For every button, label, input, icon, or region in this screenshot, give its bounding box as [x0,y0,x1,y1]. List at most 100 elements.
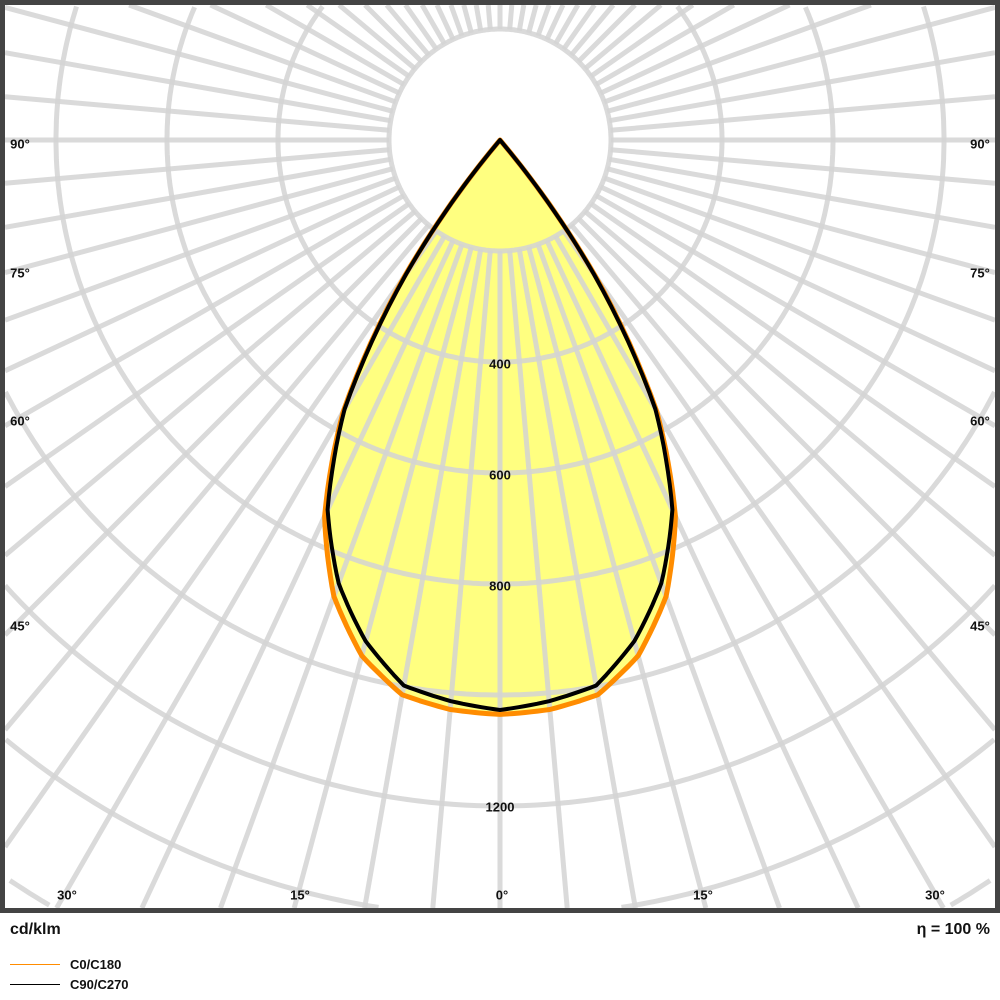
angle-label: 60° [10,413,30,429]
angle-grid-line [291,246,474,909]
angle-grid-line [569,3,616,57]
angle-label: 75° [970,265,990,281]
angle-grid-line [4,4,394,114]
angle-grid-line [54,234,447,910]
angle-grid-line [448,4,465,37]
angle-grid-line [4,147,390,186]
angle-label: 60° [970,413,990,429]
angle-grid-line [337,3,417,71]
radial-grid-ring [53,5,947,587]
angle-grid-line [3,216,424,637]
radial-grid-ring [4,737,996,910]
angle-label: 90° [970,136,990,152]
unit-label: cd/klm [10,921,61,938]
angle-grid-line [4,50,392,124]
angle-grid-line [128,2,397,105]
angle-grid-line [583,3,663,71]
angle-label: 30° [925,887,945,903]
angle-grid-line [583,209,997,558]
angle-grid-line [384,3,431,57]
angle-grid-line [434,3,456,41]
angle-grid-line [569,223,997,732]
angle-grid-line [3,193,406,428]
radial-tick-label: 1200 [485,799,515,815]
angle-grid-line [305,2,411,79]
angle-grid-line [610,94,996,133]
angle-label: 15° [693,887,713,903]
chart-frame [0,0,1000,913]
angle-grid-line [139,239,456,910]
angle-grid-line [589,201,997,489]
legend-item-c0: C0/C180 [10,957,121,972]
angle-label: 30° [57,887,77,903]
legend-label: C0/C180 [70,957,122,972]
angle-grid-line [507,4,515,30]
angle-grid-line [4,156,392,230]
angle-grid-line [603,175,996,323]
legend-item-c90: C90/C270 [10,977,129,992]
angle-grid-line [4,166,394,276]
angle-grid-line [264,2,406,87]
angle-grid-line [561,229,998,849]
angle-grid-line [419,3,447,46]
angle-grid-line [606,166,996,276]
angle-label: 45° [970,618,990,634]
angle-grid-line [3,201,411,489]
angle-grid-line [553,3,581,46]
angle-grid-line [599,184,997,374]
angle-grid-line [589,2,695,79]
angle-grid-line [561,3,597,51]
angle-grid-line [576,216,997,637]
angle-grid-line [430,250,493,909]
angle-grid-line [3,223,431,732]
angle-label: 0° [495,887,509,903]
efficiency-label: η = 100 % [916,921,990,938]
angle-grid-line [3,184,401,374]
angle-grid-line [403,3,439,51]
radial-tick-label: 400 [489,356,511,372]
angle-grid-line [4,94,390,133]
series-curve-c90-c270 [325,138,675,712]
angle-grid-line [526,246,709,909]
angle-grid-line [473,4,484,32]
angle-grid-line [516,4,527,32]
angle-grid-line [599,2,791,96]
angle-grid-line [3,209,417,558]
angle-grid-line [544,3,566,41]
legend-swatch [10,984,60,985]
angle-grid-line [606,4,996,114]
angle-grid-line [594,193,997,428]
angle-grid-line [218,243,465,909]
angle-label: 15° [290,887,310,903]
angle-label: 90° [10,136,30,152]
angle-grid-line [362,248,484,909]
angle-grid-line [594,2,736,87]
angle-grid-line [603,2,872,105]
radial-grid-ring [275,4,725,365]
angle-grid-line [4,175,397,323]
angle-grid-line [553,234,946,910]
angle-grid-line [576,3,637,64]
angle-label: 75° [10,265,30,281]
radial-tick-label: 800 [489,578,511,594]
radial-grid-ring [3,390,997,698]
angle-grid-line [516,248,638,909]
legend-swatch [10,964,60,965]
legend-label: C90/C270 [70,977,129,992]
angle-grid-line [544,239,861,910]
angle-grid-line [526,4,539,34]
angle-label: 45° [10,618,30,634]
angle-grid-line [363,3,424,64]
angle-grid-line [461,4,474,34]
angle-grid-line [608,50,996,124]
angle-grid-line [2,229,439,849]
radial-grid-ring [8,878,992,908]
angle-grid-line [610,147,996,186]
angle-grid-line [535,243,782,909]
radial-tick-label: 600 [489,467,511,483]
angle-grid-line [485,4,493,30]
angle-grid-line [209,2,401,96]
angle-grid-line [507,250,570,909]
angle-grid-line [535,4,552,37]
